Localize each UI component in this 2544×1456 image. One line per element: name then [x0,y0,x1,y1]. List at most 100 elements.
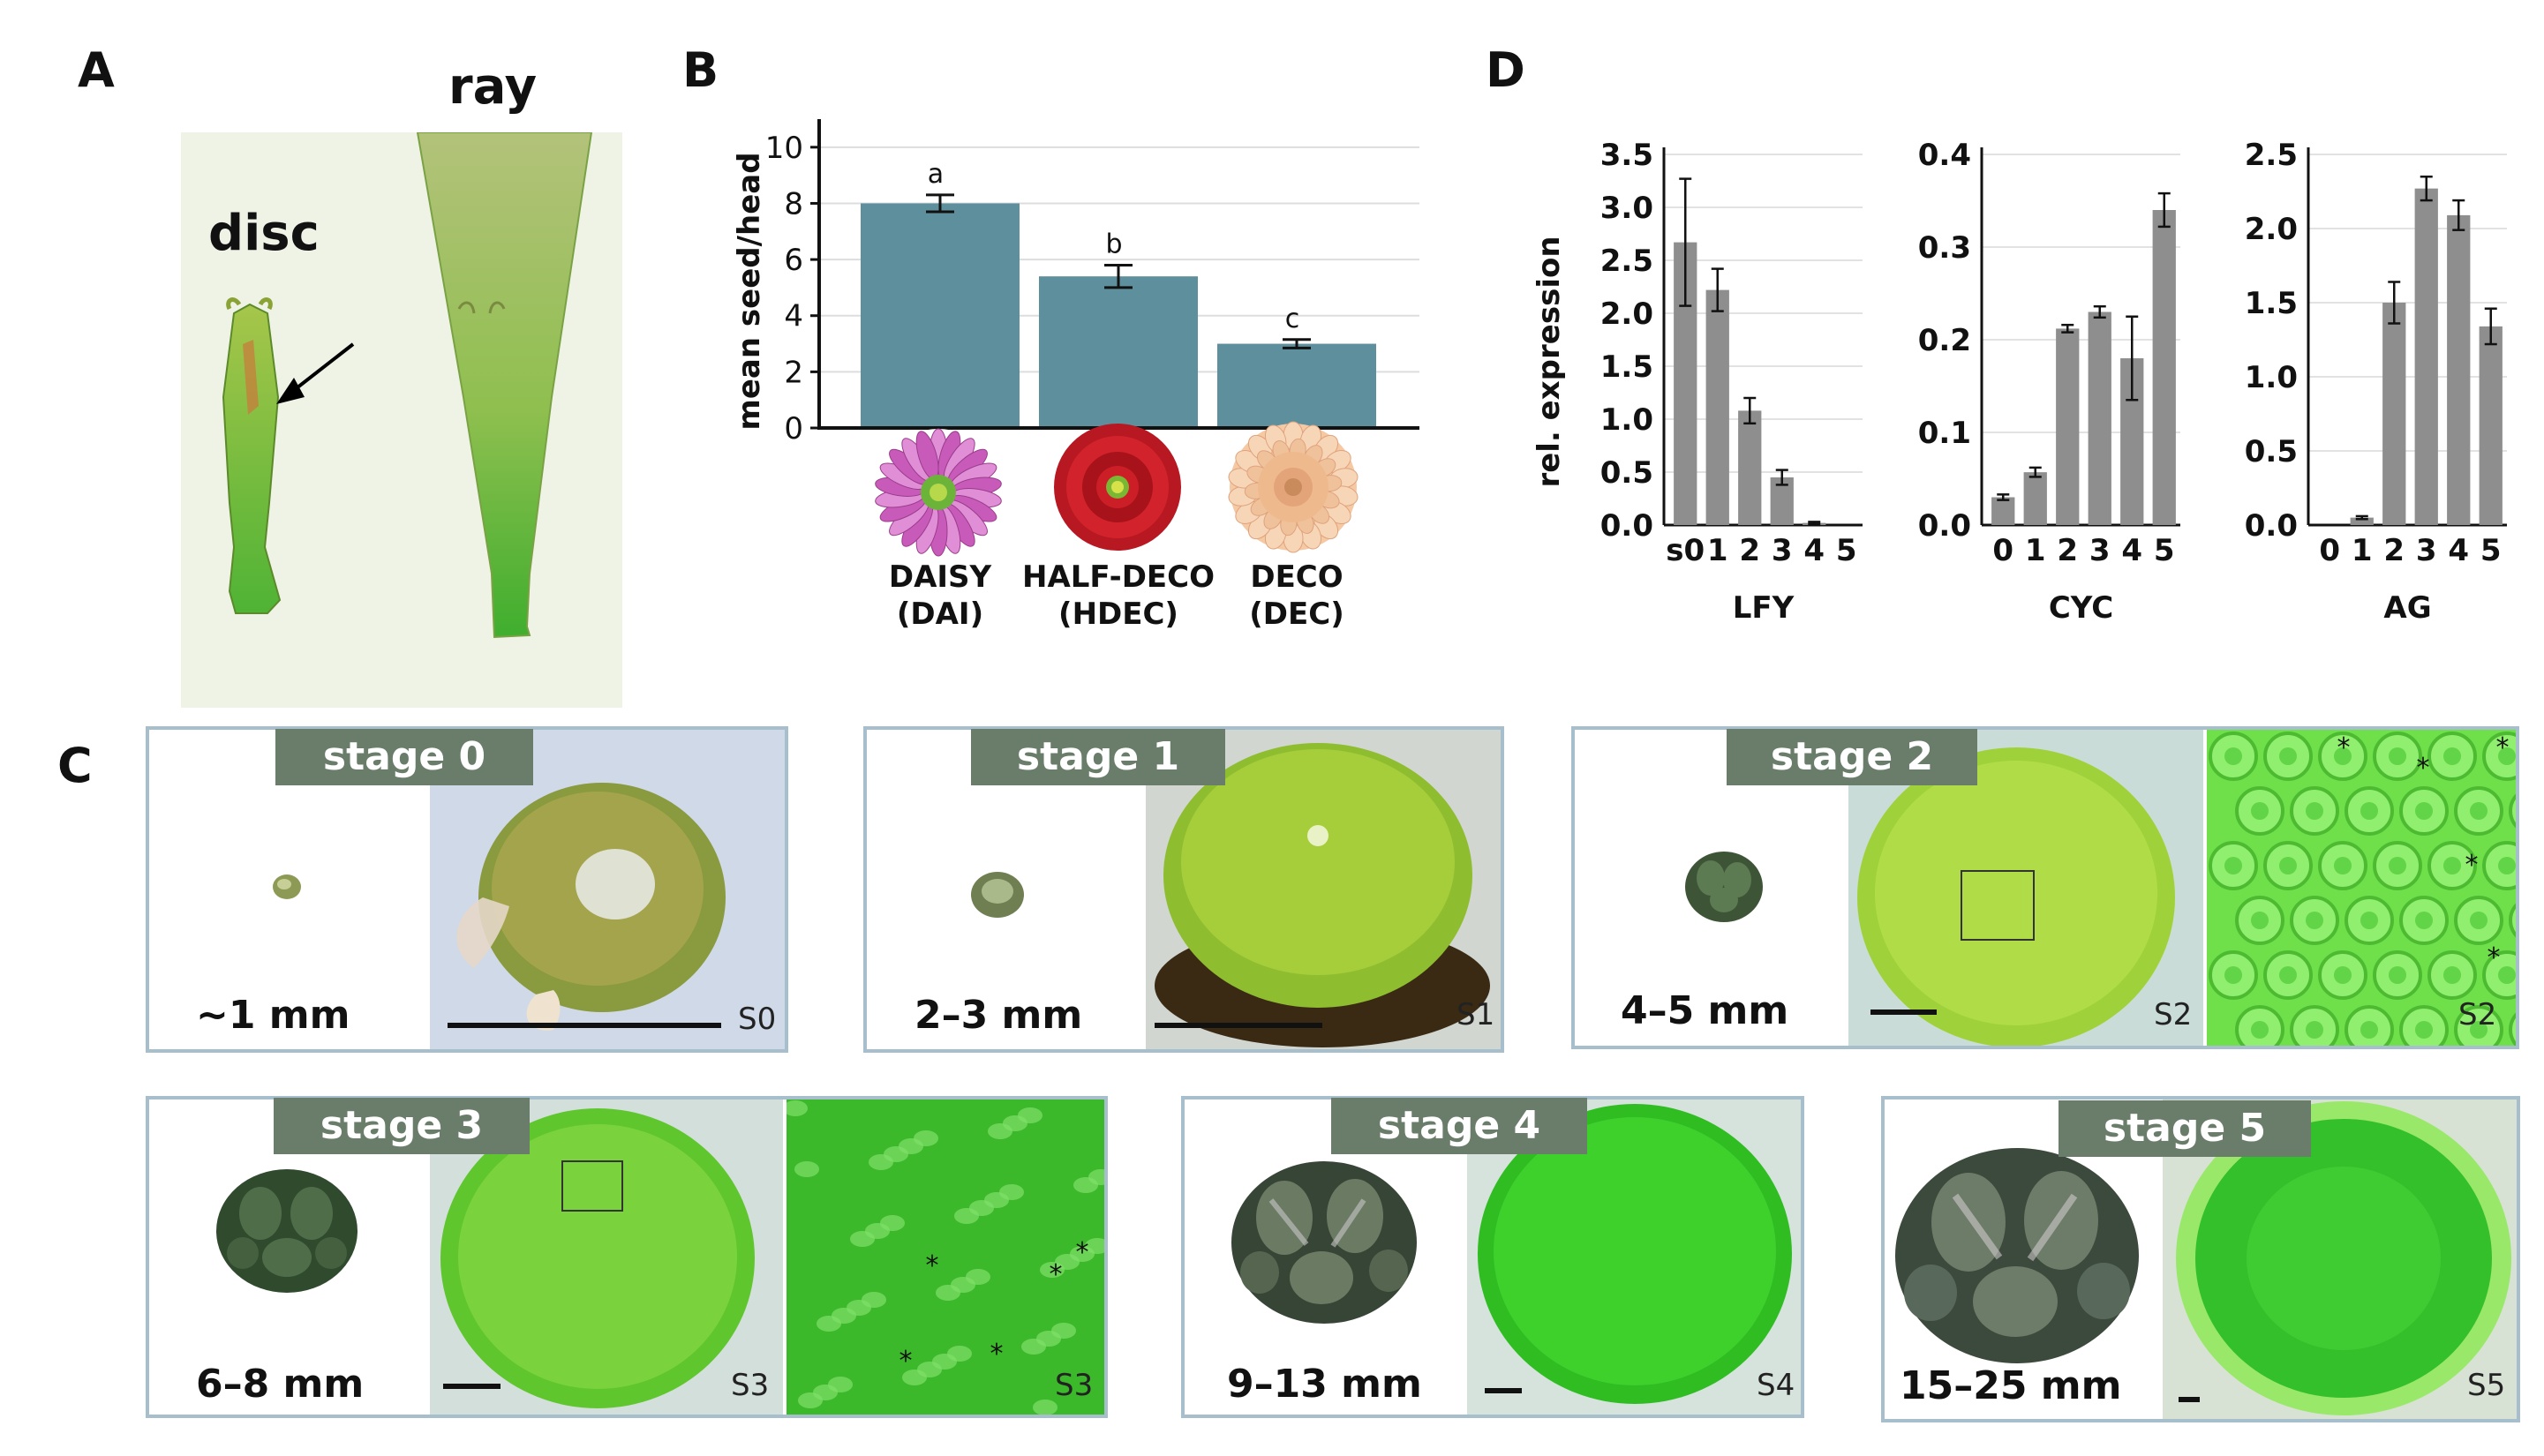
stage-0-size: ~1 mm [196,993,350,1038]
d-tick-label: 1.0 [2245,360,2298,395]
stage-1-size: 2–3 mm [914,993,1083,1038]
d-tick-label: 0.3 [1918,230,1971,266]
ray-label: ray [448,58,538,116]
d-ylabel-svg: rel. expression [1532,236,1567,487]
stage-3-label: stage 3 [274,1098,530,1154]
d-bar [2088,311,2111,525]
d-tick-label: 0.5 [2245,434,2298,469]
d-category-label: 5 [2154,533,2175,568]
stage-3-code: S3 [731,1368,770,1403]
d-category-label: 2 [2057,533,2078,568]
d-category-label: 2 [1739,533,1760,568]
stage-5-size: 15–25 mm [1900,1363,2122,1408]
d-category-label: 3 [2416,533,2437,568]
d-bar [2479,326,2503,525]
b-bar [1039,276,1198,428]
stage-3-size: 6–8 mm [196,1362,365,1407]
svg-text:*: * [926,1250,939,1281]
disc-ray-floret-photo [181,132,622,708]
svg-text:*: * [2465,850,2479,881]
panel-c-letter: C [57,738,93,793]
b-category-label: HALF-DECO [1022,559,1215,595]
stage-5-bud [1895,1148,2139,1363]
d-tick-label: 0.0 [1918,508,1971,544]
d-tick-label: 2.5 [1600,244,1653,279]
svg-text:*: * [2496,732,2510,763]
d-tick-label: 1.5 [1600,349,1653,385]
d-bar [2414,188,2438,525]
d-bar [1991,497,2015,525]
d-tick-label: 0.4 [1918,138,1971,173]
stage-2-size: 4–5 mm [1621,988,1789,1033]
b-category-abbr: (DAI) [897,597,983,632]
b-category-label: DAISY [889,559,992,595]
d-tick-label: 2.5 [2245,138,2298,173]
d-category-label: 5 [1836,533,1857,568]
svg-text:*: * [1076,1237,1089,1268]
stage-1-bud [971,872,1024,918]
d-category-label: 1 [2352,533,2373,568]
d-category-label: 4 [2121,533,2142,568]
stage-1-code: S1 [1456,997,1495,1032]
stage-5-label: stage 5 [2059,1100,2311,1157]
svg-text:*: * [2488,942,2501,973]
d-category-label: 3 [2089,533,2111,568]
d-category-label: 1 [1707,533,1728,568]
b-bar [861,203,1020,428]
deco-flower-icon [1228,421,1359,553]
b-bar [1217,343,1376,428]
d-category-label: 4 [2448,533,2469,568]
stage-4-bud [1231,1161,1417,1324]
stage-0-bud [273,874,301,899]
b-category-abbr: (DEC) [1249,597,1344,632]
b-category-label: DECO [1250,559,1343,595]
b-significance-label: a [928,159,944,190]
stage-1-micrograph [1146,730,1501,1049]
d-category-label: 5 [2480,533,2502,568]
d-tick-label: 2.0 [2245,212,2298,247]
panel-b-letter: B [682,42,719,98]
d-category-label: 4 [1803,533,1825,568]
stage-3-zoom-code: S3 [1055,1368,1094,1403]
b-tick-label: 8 [784,186,803,221]
panel-a-letter: A [78,42,115,98]
stage-5-code: S5 [2467,1368,2506,1403]
d-bar [2350,517,2374,525]
stage-4-micrograph [1467,1100,1801,1415]
seed-per-head-bar-chart: mean seed/head 0 2 4 6 8 10 a DAISY(DAI) b HALF-… [732,119,1419,632]
b-ylabel: mean seed/head [732,152,767,430]
d-gene-title: AG [2383,590,2431,626]
b-significance-label: b [1105,229,1122,259]
svg-text:*: * [990,1339,1004,1370]
svg-text:*: * [2417,753,2430,784]
d-bar [2382,303,2406,525]
stage-0-code: S0 [738,1002,777,1037]
b-tick-label: 4 [784,299,803,334]
stage-3-zoom-micrograph: * * * * * [787,1100,1104,1415]
d-tick-label: 3.5 [1600,138,1653,173]
d-bar [2023,472,2047,525]
d-gene-title: CYC [2049,590,2113,626]
d-category-label: 0 [1992,533,2013,568]
d-bar [2447,214,2471,525]
stage-2-label: stage 2 [1727,729,1977,785]
d-tick-label: 2.0 [1600,296,1653,332]
b-significance-label: c [1285,304,1300,334]
d-tick-label: 0.5 [1600,455,1653,491]
d-bar [2056,328,2080,525]
daisy-flower-icon [875,428,1002,557]
svg-text:*: * [899,1346,913,1377]
d-ylabel: rel. expression [1532,236,1567,487]
disc-label: disc [208,205,320,262]
d-category-label: s0 [1666,533,1705,568]
half-deco-flower-icon [1054,424,1181,551]
stage-0-label: stage 0 [275,729,533,785]
d-category-label: 3 [1772,533,1793,568]
b-tick-label: 0 [784,411,803,447]
stage-4-code: S4 [1757,1368,1795,1403]
stage-2-zoom-code: S2 [2458,997,2497,1032]
d-bar [1738,410,1762,525]
d-tick-label: 0.1 [1918,416,1971,451]
stage-2-zoom-micrograph: * * * * * [2207,730,2516,1046]
d-category-label: 1 [2025,533,2046,568]
